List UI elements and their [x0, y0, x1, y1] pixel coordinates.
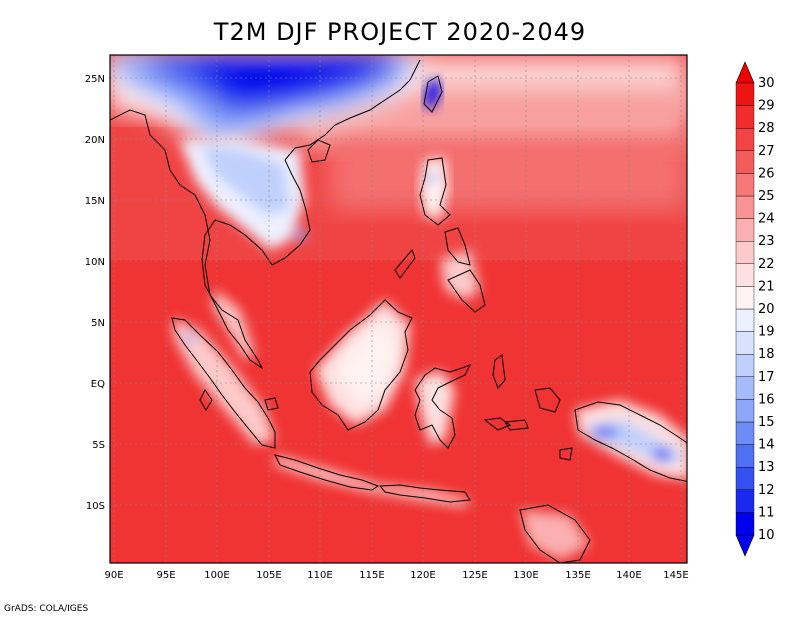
colorbar-label: 14	[758, 438, 775, 453]
colorbar-label: 11	[758, 505, 775, 520]
colorbar-label: 29	[758, 99, 775, 114]
colorbar-label: 13	[758, 460, 775, 475]
colorbar-box	[735, 354, 755, 378]
colorbar-box	[735, 444, 755, 468]
lon-tick-145e: 145E	[663, 570, 688, 581]
colorbar-label: 28	[758, 121, 775, 136]
plot-frame	[109, 54, 688, 564]
colorbar-label: 25	[758, 189, 775, 204]
lon-tick-115e: 115E	[359, 570, 384, 581]
cold-region-indochina	[180, 140, 306, 250]
cold-region-china	[110, 55, 420, 150]
colorbar-box	[735, 195, 755, 219]
lat-tick-10s: 10S	[86, 501, 105, 512]
lat-tick-labels: 25N 20N 15N 10N 5N EQ 5S 10S	[85, 74, 105, 512]
coastlines	[110, 59, 687, 563]
colorbar-box	[735, 127, 755, 151]
lat-tick-eq: EQ	[91, 379, 105, 390]
colorbar-label: 18	[758, 347, 775, 362]
colorbar-label: 16	[758, 392, 775, 407]
colorbar-label: 19	[758, 325, 775, 340]
colorbar-label: 15	[758, 415, 775, 430]
colorbar-box	[735, 82, 755, 106]
colorbar-box	[735, 308, 755, 332]
lon-tick-120e: 120E	[410, 570, 435, 581]
grads-credit: GrADS: COLA/IGES	[4, 604, 89, 614]
colorbar-box	[735, 150, 755, 174]
colorbar-box	[735, 467, 755, 491]
colorbar-label: 22	[758, 257, 775, 272]
lon-tick-130e: 130E	[513, 570, 538, 581]
colorbar-box	[735, 421, 755, 445]
colorbar-box	[735, 331, 755, 355]
colorbar-label: 12	[758, 483, 775, 498]
taiwan-cold	[424, 78, 441, 110]
lat-tick-20n: 20N	[85, 135, 105, 146]
lon-tick-140e: 140E	[616, 570, 641, 581]
lon-tick-100e: 100E	[204, 570, 229, 581]
lon-tick-135e: 135E	[565, 570, 590, 581]
luzon-field	[420, 158, 448, 220]
colorbar-max-arrow	[735, 61, 755, 84]
lat-tick-5n: 5N	[91, 318, 105, 329]
colorbar-label: 27	[758, 144, 775, 159]
colorbar-box	[735, 489, 755, 513]
colorbar-box	[735, 105, 755, 129]
colorbar-min-arrow	[735, 534, 755, 557]
map-title: T2M DJF PROJECT 2020-2049	[213, 18, 587, 46]
colorbar-label: 26	[758, 166, 775, 181]
colorbar-box	[735, 218, 755, 242]
colorbar-box	[735, 376, 755, 400]
grid-lines	[110, 55, 687, 563]
lat-tick-25n: 25N	[85, 74, 105, 85]
lon-tick-105e: 105E	[256, 570, 281, 581]
colorbar-box	[735, 263, 755, 287]
colorbar-label: 21	[758, 279, 775, 294]
lon-tick-labels: 90E 95E 100E 105E 110E 115E 120E 125E 13…	[104, 570, 688, 581]
colorbar-box	[735, 512, 755, 536]
lon-tick-125e: 125E	[462, 570, 487, 581]
colorbar: 10 11 12 13 14 15 16 17 18 19 20 21 22 23 24 25 26 27 28 29…	[735, 61, 775, 557]
lat-tick-15n: 15N	[85, 196, 105, 207]
colorbar-boxes	[735, 82, 755, 536]
colorbar-box	[735, 286, 755, 310]
colorbar-labels: 10 11 12 13 14 15 16 17 18 19 20 21 22 23 24 25 26 27 28 29…	[758, 76, 775, 543]
colorbar-label: 20	[758, 302, 775, 317]
lon-tick-110e: 110E	[307, 570, 332, 581]
sumatra-field	[172, 318, 275, 445]
lon-tick-90e: 90E	[104, 570, 123, 581]
colorbar-label: 10	[758, 528, 775, 543]
colorbar-box	[735, 240, 755, 264]
colorbar-box	[735, 399, 755, 423]
colorbar-box	[735, 173, 755, 197]
new-guinea-field	[575, 400, 687, 480]
borneo-field	[315, 300, 410, 425]
temperature-field	[110, 55, 687, 563]
colorbar-label: 17	[758, 370, 775, 385]
colorbar-label: 23	[758, 234, 775, 249]
lat-tick-5s: 5S	[92, 440, 105, 451]
lon-tick-95e: 95E	[156, 570, 175, 581]
colorbar-label: 30	[758, 76, 775, 91]
colorbar-label: 24	[758, 212, 775, 227]
lat-tick-10n: 10N	[85, 257, 105, 268]
